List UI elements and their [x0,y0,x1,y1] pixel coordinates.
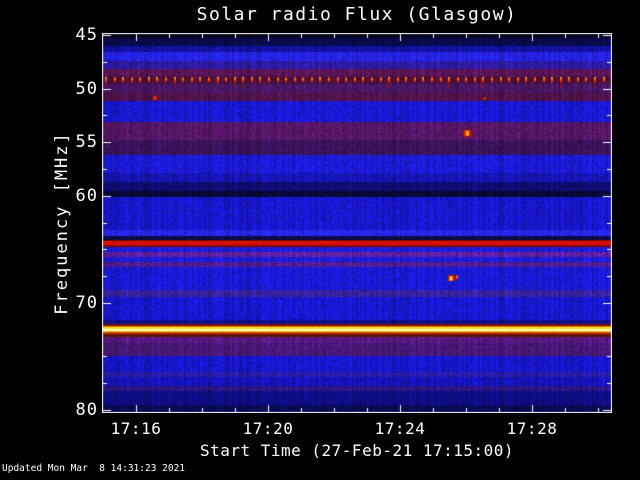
x-tick-label: 17:20 [242,419,294,438]
y-tick-label: 80 [75,400,98,420]
spectrogram-plot-area [102,33,612,413]
y-tick-label: 45 [75,25,98,45]
chart-title: Solar radio Flux (Glasgow) [196,4,518,25]
x-axis-title: Start Time (27-Feb-21 17:15:00) [199,441,515,460]
y-tick-label: 55 [75,132,98,153]
y-tick-label: 60 [75,185,98,206]
x-tick-label: 17:24 [374,419,426,438]
x-tick-label: 17:16 [110,419,162,438]
updated-timestamp: Updated Mon Mar 8 14:31:23 2021 [2,463,186,474]
y-tick-label: 50 [75,78,98,99]
x-tick-label: 17:28 [506,419,558,438]
y-axis-title: Frequency [MHz] [52,131,72,315]
y-tick-label: 70 [75,292,98,313]
